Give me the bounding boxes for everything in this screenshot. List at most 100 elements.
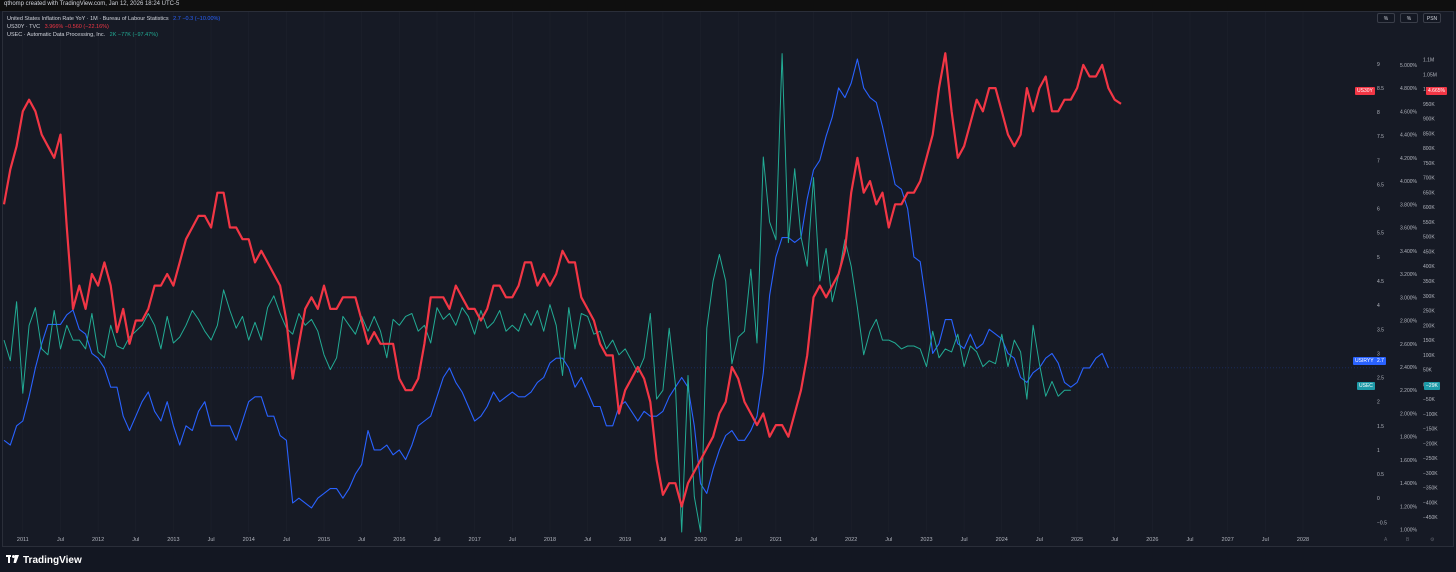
- legend-values-us30y: 3.966% −0.560 (−22.16%): [44, 24, 109, 30]
- y-tick-label-usec: 100K: [1423, 353, 1435, 359]
- y-tick-label-usec: 850K: [1423, 131, 1435, 137]
- y-tick-label-usec: −350K: [1423, 486, 1438, 492]
- x-tick-label: Jul: [57, 537, 64, 543]
- credit-text: qthomp created with TradingView.com, Jan…: [4, 1, 180, 7]
- y-tick-label-cpi: −0.5: [1377, 520, 1387, 526]
- y-tick-label-usec: 150K: [1423, 338, 1435, 344]
- log-scale-icon[interactable]: B: [1406, 537, 1410, 543]
- y-tick-label-usec: 200K: [1423, 323, 1435, 329]
- y-tick-label-us30y: 4.400%: [1400, 133, 1418, 139]
- y-tick-label-cpi: 0: [1377, 496, 1380, 502]
- series-line-usec[interactable]: [3, 53, 1071, 533]
- x-tick-label: Jul: [1262, 537, 1269, 543]
- y-tick-label-us30y: 4.800%: [1400, 86, 1418, 92]
- tradingview-logo-icon: [6, 555, 19, 566]
- x-tick-label: 2013: [167, 537, 179, 543]
- x-tick-label: Jul: [735, 537, 742, 543]
- x-tick-label: 2012: [92, 537, 104, 543]
- x-tick-label: Jul: [283, 537, 290, 543]
- x-tick-label: 2028: [1297, 537, 1309, 543]
- x-tick-label: 2019: [619, 537, 631, 543]
- x-tick-label: 2011: [17, 537, 29, 543]
- x-tick-label: Jul: [509, 537, 516, 543]
- y-tick-label-cpi: 4.5: [1377, 279, 1384, 285]
- y-tick-label-cpi: 7.5: [1377, 134, 1384, 140]
- x-tick-label: 2026: [1146, 537, 1158, 543]
- y-tick-label-cpi: 3: [1377, 351, 1380, 357]
- y-tick-label-us30y: 1.600%: [1400, 458, 1418, 464]
- legend-row-cpi[interactable]: United States Inflation Rate YoY · 1M · …: [7, 15, 220, 23]
- y-tick-label-usec: 500K: [1423, 235, 1435, 241]
- y-tick-label-usec: −200K: [1423, 441, 1438, 447]
- y-tick-label-usec: 350K: [1423, 279, 1435, 285]
- tradingview-logo[interactable]: TradingView: [6, 555, 82, 566]
- y-tick-label-usec: 750K: [1423, 161, 1435, 167]
- series-line-us30y[interactable]: [2, 52, 1122, 508]
- y-tick-label-cpi: 8.5: [1377, 86, 1384, 92]
- y-tick-label-us30y: 3.200%: [1400, 272, 1418, 278]
- y-tick-label-us30y: 2.200%: [1400, 388, 1418, 394]
- y-tick-label-us30y: 4.000%: [1400, 179, 1418, 185]
- x-tick-label: 2018: [544, 537, 556, 543]
- cpi-series-tag: USIRYY: [1353, 357, 1376, 365]
- usec-series-tag: USEC: [1357, 382, 1375, 390]
- legend-name-usec: USEC · Automatic Data Processing, Inc.: [7, 32, 106, 38]
- settings-gear-icon[interactable]: ⚙: [1430, 537, 1435, 543]
- y-tick-label-cpi: 9: [1377, 62, 1380, 68]
- y-tick-label-us30y: 3.800%: [1400, 202, 1418, 208]
- y-tick-label-us30y: 2.000%: [1400, 411, 1418, 417]
- scale-button-us30y[interactable]: %: [1400, 13, 1418, 23]
- scale-button-usec[interactable]: PSN: [1423, 13, 1441, 23]
- y-tick-label-us30y: 5.000%: [1400, 63, 1418, 69]
- y-tick-label-usec: −150K: [1423, 427, 1438, 433]
- us30y-series-tag: US30Y: [1355, 87, 1375, 95]
- y-tick-label-usec: 550K: [1423, 220, 1435, 226]
- x-tick-label: 2016: [393, 537, 405, 543]
- y-tick-label-usec: 800K: [1423, 146, 1435, 152]
- y-tick-label-cpi: 4: [1377, 303, 1380, 309]
- y-tick-label-usec: 650K: [1423, 190, 1435, 196]
- cpi-price-tag: 2.7: [1375, 357, 1386, 365]
- x-tick-label: Jul: [961, 537, 968, 543]
- y-tick-label-usec: −100K: [1423, 412, 1438, 418]
- x-tick-label: Jul: [885, 537, 892, 543]
- y-tick-label-usec: 1.05M: [1423, 72, 1437, 78]
- y-tick-label-usec: −450K: [1423, 515, 1438, 521]
- y-tick-label-usec: −250K: [1423, 456, 1438, 462]
- auto-scale-icon[interactable]: A: [1384, 537, 1388, 543]
- scale-button-cpi[interactable]: %: [1377, 13, 1395, 23]
- legend: United States Inflation Rate YoY · 1M · …: [7, 15, 220, 39]
- y-tick-label-us30y: 1.200%: [1400, 504, 1418, 510]
- y-tick-label-cpi: 8: [1377, 110, 1380, 116]
- y-tick-label-usec: 900K: [1423, 117, 1435, 123]
- x-tick-label: Jul: [1036, 537, 1043, 543]
- y-tick-label-us30y: 3.000%: [1400, 295, 1418, 301]
- legend-row-us30y[interactable]: US30Y · TVC 3.966% −0.560 (−22.16%): [7, 23, 220, 31]
- x-tick-label: Jul: [659, 537, 666, 543]
- x-tick-label: 2023: [920, 537, 932, 543]
- y-tick-label-usec: 400K: [1423, 264, 1435, 270]
- x-tick-label: 2024: [996, 537, 1008, 543]
- y-tick-label-cpi: 3.5: [1377, 327, 1384, 333]
- grid-layer: [4, 12, 1376, 532]
- tradingview-brand-text: TradingView: [23, 555, 82, 566]
- x-tick-label: 2021: [770, 537, 782, 543]
- legend-name-us30y: US30Y · TVC: [7, 24, 41, 30]
- y-tick-label-usec: 700K: [1423, 176, 1435, 182]
- y-tick-label-us30y: 1.000%: [1400, 528, 1418, 534]
- y-tick-label-usec: −50K: [1423, 397, 1435, 403]
- chart-frame[interactable]: [2, 11, 1454, 547]
- legend-name-cpi: United States Inflation Rate YoY · 1M · …: [7, 16, 169, 22]
- legend-row-usec[interactable]: USEC · Automatic Data Processing, Inc. 2…: [7, 31, 220, 39]
- footer: TradingView: [0, 547, 1456, 572]
- x-tick-label: 2017: [469, 537, 481, 543]
- y-tick-label-us30y: 4.200%: [1400, 156, 1418, 162]
- usec-price-tag: −29K: [1424, 382, 1440, 390]
- series-line-cpi[interactable]: [3, 58, 1109, 509]
- y-tick-label-us30y: 1.400%: [1400, 481, 1418, 487]
- y-tick-label-cpi: 2: [1377, 400, 1380, 406]
- x-tick-label: Jul: [1187, 537, 1194, 543]
- y-tick-label-usec: 600K: [1423, 205, 1435, 211]
- y-tick-label-usec: 1.1M: [1423, 58, 1434, 64]
